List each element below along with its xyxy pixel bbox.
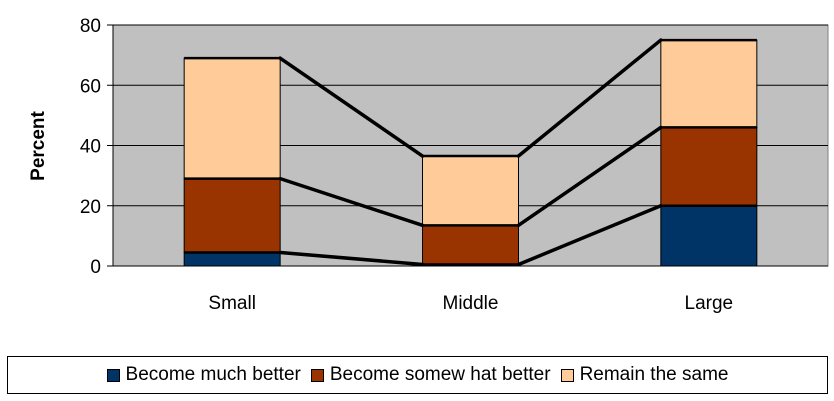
legend-swatch (560, 368, 574, 382)
legend-label: Remain the same (579, 364, 729, 385)
series-lines (184, 38, 757, 267)
legend-item: Remain the same (560, 364, 729, 386)
bar-segment (660, 126, 758, 207)
bars (183, 39, 758, 267)
y-tick-label: 0 (90, 257, 101, 278)
legend-swatch (310, 368, 324, 382)
series-line (516, 125, 663, 228)
bar-segment (183, 178, 281, 253)
legend-swatch (106, 368, 120, 382)
stacked-bar-chart: 0 20 40 60 80 Small Middle Large Percent (28, 16, 829, 314)
series-line (278, 56, 425, 158)
y-tick-label: 60 (80, 76, 101, 97)
bar-segment (660, 205, 758, 267)
series-line (516, 38, 663, 158)
y-axis-title: Percent (28, 110, 49, 180)
bar-segment (422, 155, 519, 226)
legend-label: Become much better (125, 364, 301, 385)
legend-item: Become much better (106, 364, 301, 386)
y-tick-label: 20 (80, 197, 101, 218)
series-line (278, 176, 425, 228)
y-tick-label: 80 (80, 16, 101, 37)
y-tick-label: 40 (80, 137, 101, 158)
x-tick-label: Middle (443, 293, 499, 314)
series-line (278, 250, 425, 267)
legend: Become much better Become somew hat bette… (7, 356, 828, 394)
bar-segment (183, 57, 281, 180)
x-tick-label: Small (208, 293, 256, 314)
bar-segment (183, 251, 281, 267)
legend-label: Become somew hat better (329, 364, 551, 385)
y-tick-labels: 0 20 40 60 80 (80, 16, 101, 278)
x-tick-labels: Small Middle Large (208, 293, 733, 314)
bar-segment (660, 39, 758, 128)
series-line (516, 204, 663, 267)
bar-segment (422, 224, 519, 265)
x-tick-label: Large (685, 293, 734, 314)
legend-item: Become somew hat better (310, 364, 551, 386)
